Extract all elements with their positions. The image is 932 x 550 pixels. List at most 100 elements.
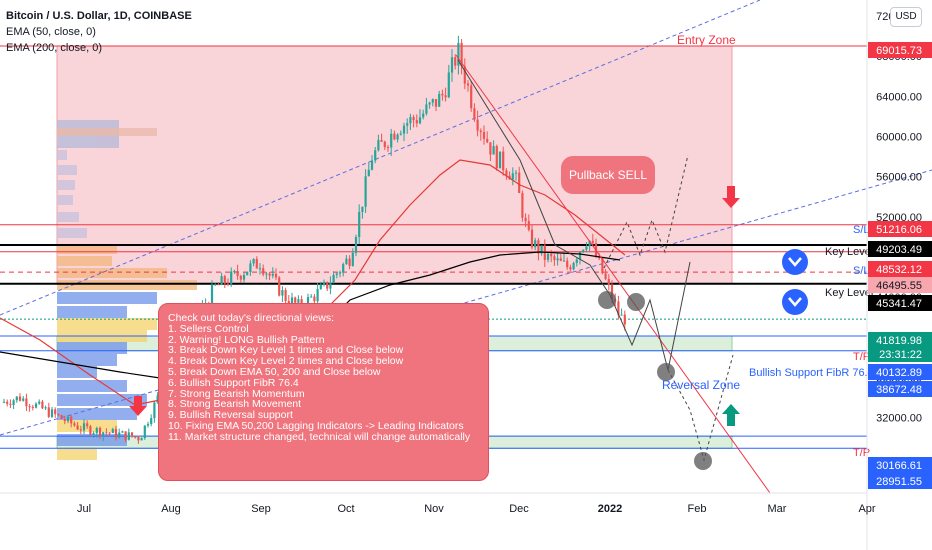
candle-body <box>604 273 607 279</box>
candle-body <box>431 99 434 103</box>
candle-body <box>127 432 130 440</box>
candle-body <box>246 271 249 276</box>
candle-body <box>290 297 294 305</box>
candle-body <box>63 419 66 422</box>
candle-body <box>470 85 473 109</box>
candle-body <box>610 284 614 300</box>
candle-body <box>47 407 50 417</box>
x-tick-label: Jul <box>77 503 91 515</box>
volume-profile-bar <box>57 256 112 266</box>
candle-body <box>66 416 70 422</box>
price-tag-label: 69015.73 <box>876 45 922 57</box>
x-tick-label: 2022 <box>598 503 622 515</box>
price-tag <box>868 241 932 257</box>
candle-body <box>438 93 441 107</box>
candle-body <box>489 142 492 155</box>
candle-body <box>226 283 230 285</box>
projection-marker <box>627 293 645 311</box>
symbol-title[interactable]: Bitcoin / U.S. Dollar, 1D, COINBASE <box>6 10 192 22</box>
candle-body <box>322 281 326 285</box>
candle-body <box>89 426 92 435</box>
candle-body <box>258 268 262 270</box>
price-tag-label: 23:31:22 <box>879 349 922 361</box>
candle-body <box>28 406 31 408</box>
volume-profile-bar <box>57 318 157 330</box>
candle-body <box>230 271 233 285</box>
candle-body <box>22 398 25 401</box>
ema200-legend[interactable]: EMA (200, close, 0) <box>6 42 102 54</box>
candle-body <box>546 253 550 260</box>
candle-body <box>153 402 156 419</box>
ema50-legend[interactable]: EMA (50, close, 0) <box>6 26 96 38</box>
candle-body <box>34 403 38 408</box>
candle-body <box>361 206 364 212</box>
candle-body <box>335 273 338 275</box>
views-item: 10. Fixing EMA 50,200 Lagging Indicators… <box>168 419 464 432</box>
candle-body <box>374 150 377 161</box>
candle-body <box>15 396 18 401</box>
projection-path-up <box>603 154 689 269</box>
candle-body <box>351 252 354 266</box>
volume-profile-bar <box>57 136 97 146</box>
candle-body <box>530 229 534 248</box>
candle-body <box>559 258 562 261</box>
views-item: 2. Warning! LONG Bullish Pattern <box>168 333 325 346</box>
pullback-sell-callout: Pullback SELL <box>561 156 655 194</box>
x-tick-label: Feb <box>688 503 707 515</box>
volume-profile-bar <box>57 292 157 304</box>
views-item: 7. Strong Bearish Momentum <box>168 387 305 400</box>
down-arrow-right <box>722 186 740 208</box>
price-tag <box>868 346 932 362</box>
volume-profile-bar <box>57 354 117 366</box>
candle-body <box>150 418 153 425</box>
candle-body <box>6 401 9 404</box>
candle-body <box>255 259 258 269</box>
candle-body <box>473 108 476 120</box>
candle-body <box>569 267 572 270</box>
views-item: 6. Bullish Support FibR 76.4 <box>168 376 299 389</box>
candle-body <box>239 275 242 280</box>
down-arrow-left <box>129 396 147 416</box>
views-heading: Check out today's directional views: <box>168 312 335 324</box>
views-item: 9. Bullish Reversal support <box>168 409 293 422</box>
x-tick-label: Nov <box>424 503 444 515</box>
candle-body <box>236 270 239 276</box>
x-tick-label: Sep <box>251 503 271 515</box>
candle-body <box>454 57 457 66</box>
price-tag <box>868 364 932 380</box>
candle-body <box>476 119 479 131</box>
candle-body <box>511 173 514 180</box>
candle-body <box>518 172 521 194</box>
volume-profile-bar <box>57 280 197 290</box>
candle-body <box>137 437 140 441</box>
candle-body <box>313 296 316 302</box>
candle-body <box>447 72 450 98</box>
candle-body <box>534 240 537 248</box>
candle-body <box>415 120 418 124</box>
candle-body <box>79 429 82 431</box>
candle-body <box>377 139 380 151</box>
views-item: 1. Sellers Control <box>168 322 249 335</box>
price-tag-label: 28951.55 <box>876 476 922 488</box>
candle-body <box>402 125 406 134</box>
currency-button[interactable]: USD <box>890 7 922 27</box>
candle-body <box>348 258 351 266</box>
price-tag <box>868 381 932 397</box>
candle-body <box>111 428 114 434</box>
x-tick-label: Aug <box>161 503 181 515</box>
candle-body <box>527 221 530 230</box>
candle-body <box>342 264 345 273</box>
candle-body <box>444 95 447 98</box>
candle-body <box>121 431 124 433</box>
key-level-down-icon <box>782 249 808 275</box>
candle-body <box>386 147 390 149</box>
candle-body <box>114 428 118 438</box>
tp1-label: T/P <box>853 351 870 363</box>
candle-body <box>50 409 54 417</box>
candle-body <box>370 160 374 170</box>
candle-body <box>617 301 620 315</box>
x-tick-label: Mar <box>768 503 787 515</box>
volume-profile-bar <box>57 195 73 205</box>
candle-body <box>598 257 601 259</box>
candle-body <box>92 433 95 435</box>
